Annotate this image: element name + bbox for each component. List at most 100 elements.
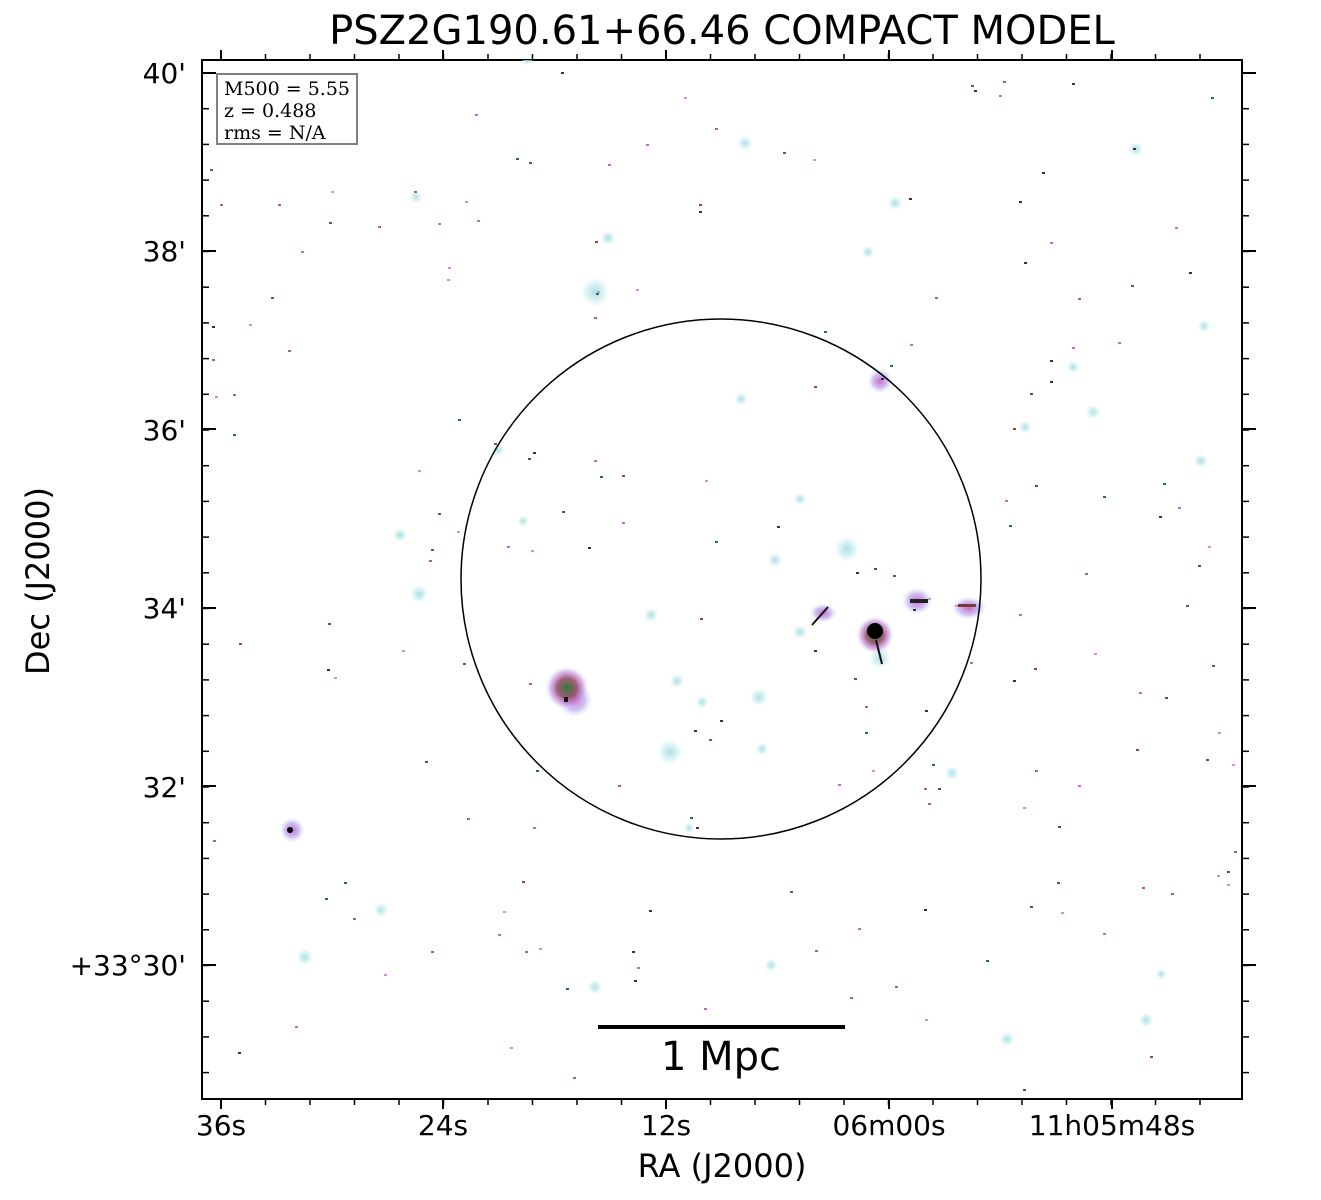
- pixel-speck: [448, 267, 451, 269]
- pixel-speck: [815, 950, 818, 952]
- pixel-speck: [233, 434, 236, 436]
- faint-source: [296, 948, 314, 966]
- pixel-speck: [636, 289, 639, 291]
- pixel-speck: [700, 618, 703, 620]
- pixel-speck: [1198, 565, 1201, 567]
- bright-source: [951, 596, 987, 620]
- faint-source: [887, 195, 903, 211]
- pixel-speck: [510, 1047, 513, 1049]
- source-streak: [564, 697, 568, 702]
- pixel-speck: [212, 359, 215, 361]
- pixel-speck: [525, 951, 528, 953]
- pixel-speck: [402, 650, 405, 652]
- pixel-speck: [637, 967, 640, 969]
- redshift-text: z = 0.488: [224, 100, 317, 122]
- faint-source: [764, 958, 778, 972]
- pixel-speck: [475, 114, 478, 116]
- faint-source: [1155, 968, 1167, 980]
- faint-source: [734, 392, 748, 406]
- faint-source: [833, 535, 861, 563]
- pixel-speck: [1072, 347, 1075, 349]
- pixel-speck: [562, 511, 565, 513]
- pixel-speck: [334, 677, 337, 679]
- pixel-speck: [596, 293, 599, 295]
- pixel-speck: [344, 882, 347, 884]
- pixel-speck: [696, 827, 699, 829]
- pixel-speck: [1013, 680, 1016, 682]
- bright-source: [867, 368, 893, 394]
- pixel-speck: [1072, 83, 1075, 85]
- pixel-speck: [249, 324, 252, 326]
- pixel-speck: [1218, 732, 1221, 734]
- pixel-speck: [1094, 653, 1097, 655]
- pixel-speck: [895, 986, 898, 988]
- pixel-speck: [1217, 875, 1220, 877]
- xtick-label: 36s: [195, 1109, 247, 1142]
- pixel-speck: [1171, 893, 1174, 895]
- pixel-speck: [271, 297, 274, 299]
- x-axis-label: RA (J2000): [637, 1147, 807, 1185]
- pixel-speck: [854, 678, 857, 680]
- faint-source: [669, 673, 685, 689]
- pixel-speck: [715, 128, 718, 130]
- pixel-speck: [838, 784, 841, 786]
- pixel-speck: [1234, 851, 1237, 853]
- pixel-speck: [588, 547, 591, 549]
- pixel-speck: [874, 568, 877, 570]
- pixel-speck: [890, 365, 893, 367]
- pixel-speck: [935, 297, 938, 299]
- pixel-speck: [1050, 242, 1053, 244]
- pixel-speck: [431, 951, 434, 953]
- pixel-speck: [213, 840, 216, 842]
- source-streak: [875, 639, 883, 665]
- pixel-speck: [699, 211, 702, 213]
- pixel-speck: [783, 152, 786, 154]
- pixel-speck: [814, 650, 817, 652]
- pixel-speck: [418, 470, 421, 472]
- faint-source: [656, 738, 684, 766]
- sources-layer: [210, 60, 1237, 1091]
- source-black-core: [287, 827, 293, 833]
- pixel-speck: [622, 475, 625, 477]
- pixel-speck: [1103, 496, 1106, 498]
- source-streak: [910, 599, 928, 603]
- faint-source: [600, 230, 616, 246]
- pixel-speck: [634, 980, 637, 982]
- pixel-speck: [684, 97, 687, 99]
- source-black-core: [867, 623, 883, 639]
- faint-source: [683, 822, 695, 834]
- figure-title: PSZ2G190.61+66.46 COMPACT MODEL: [329, 8, 1115, 54]
- pixel-speck: [457, 531, 460, 533]
- faint-source: [491, 443, 505, 457]
- pixel-speck: [924, 788, 927, 790]
- ytick-label: 38': [142, 235, 186, 268]
- pixel-speck: [925, 710, 928, 712]
- pixel-speck: [790, 891, 793, 893]
- pixel-speck: [1206, 759, 1209, 761]
- source-streak: [958, 604, 976, 607]
- pixel-speck: [353, 918, 356, 920]
- cluster-aperture-circle: [460, 318, 982, 840]
- faint-source: [792, 624, 808, 640]
- pixel-speck: [233, 394, 236, 396]
- pixel-speck: [720, 720, 723, 722]
- pixel-speck: [1030, 906, 1033, 908]
- pixel-speck: [595, 241, 598, 243]
- ytick-label: 34': [142, 592, 186, 625]
- pixel-speck: [1189, 272, 1192, 274]
- pixel-speck: [1227, 884, 1230, 886]
- pixel-speck: [1159, 516, 1162, 518]
- pixel-speck: [690, 817, 693, 819]
- pixel-speck: [699, 204, 702, 206]
- pixel-speck: [458, 419, 461, 421]
- faint-source: [944, 765, 960, 781]
- pixel-speck: [494, 443, 497, 445]
- pixel-speck: [1061, 912, 1064, 914]
- pixel-speck: [1019, 614, 1022, 616]
- pixel-speck: [220, 204, 223, 206]
- faint-source: [767, 552, 783, 568]
- pixel-speck: [928, 598, 931, 600]
- pixel-speck: [522, 881, 525, 883]
- pixel-speck: [239, 643, 242, 645]
